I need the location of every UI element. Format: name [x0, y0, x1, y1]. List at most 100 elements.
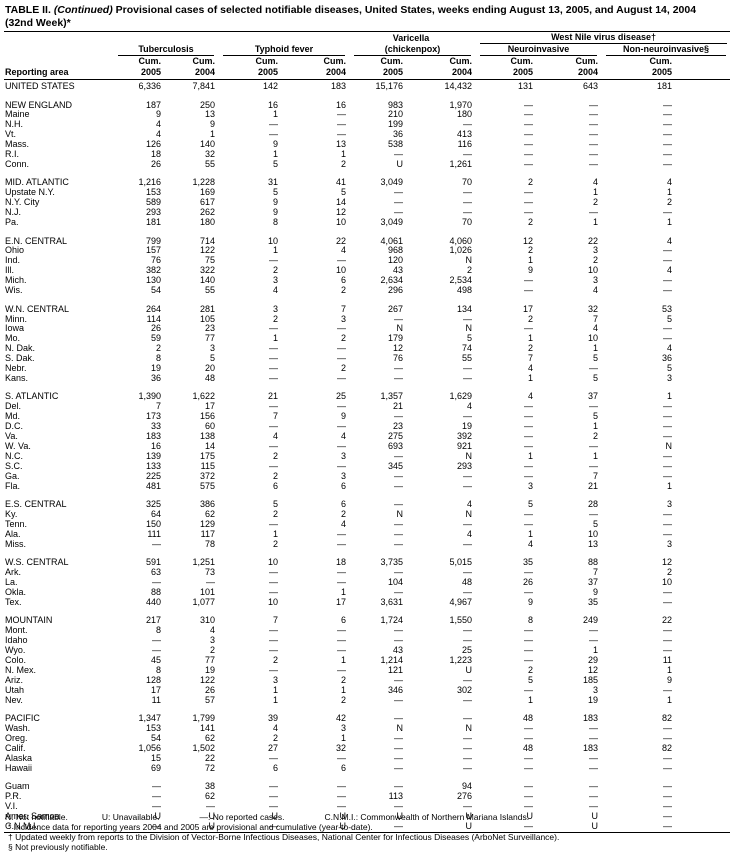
value-cell: 16: [335, 99, 346, 110]
table-row: Wash. 153 141 4 3 N N — — —: [4, 723, 730, 734]
value-cell: 3: [272, 303, 278, 314]
value-cell: 133: [145, 460, 161, 471]
value-cell: 1: [528, 528, 534, 539]
value-cell: —: [524, 509, 534, 519]
value-cell: 2: [340, 363, 346, 374]
area-cell: Pa.: [5, 217, 19, 228]
value-cell: 9: [209, 119, 215, 130]
value-cell: N: [465, 255, 473, 266]
notes: N: Not notifiable. U: Unavailable. —: No r…: [5, 812, 559, 852]
value-cell: —: [663, 158, 673, 169]
area-cell: Ark.: [5, 567, 22, 578]
value-cell: —: [589, 109, 599, 120]
value-cell: 140: [199, 139, 215, 150]
value-cell: 48: [462, 577, 473, 588]
area-cell: Tex.: [5, 596, 22, 607]
value-cell: 2: [340, 694, 346, 705]
value-cell: 2: [528, 313, 534, 324]
table-row: Nev. 11 57 1 2 — — 1 19 1: [4, 694, 730, 706]
table-row: Hawaii 69 72 6 6 — — — — —: [4, 762, 730, 774]
value-cell: —: [524, 635, 534, 646]
value-cell: 2: [667, 197, 673, 208]
value-cell: 27: [267, 742, 278, 753]
value-cell: 1: [340, 732, 346, 743]
value-cell: —: [663, 285, 673, 296]
value-cell: 799: [145, 235, 161, 246]
value-cell: —: [524, 149, 534, 160]
value-cell: —: [152, 781, 161, 792]
area-cell: Minn.: [5, 313, 28, 324]
area-cell: Nev.: [5, 694, 23, 705]
value-cell: 345: [387, 460, 403, 471]
value-cell: —: [394, 470, 403, 481]
value-cell: 74: [462, 343, 473, 354]
table-row: La. — — — — 104 48 26 37 10: [4, 577, 730, 588]
value-cell: 1,026: [449, 245, 473, 256]
value-cell: —: [463, 762, 473, 773]
value-cell: 1: [667, 694, 673, 705]
value-cell: 3: [593, 245, 599, 256]
value-cell: 11: [151, 694, 161, 705]
table-row: Okla. 88 101 — 1 — — — 9 —: [4, 587, 730, 598]
value-cell: —: [524, 470, 534, 481]
value-cell: 77: [204, 654, 215, 665]
value-cell: 2: [593, 431, 599, 442]
value-cell: 19: [150, 363, 161, 374]
value-cell: —: [663, 800, 673, 811]
value-cell: 1: [528, 372, 534, 383]
table-row: N.H. 4 9 — — 199 — — — —: [4, 119, 730, 130]
table-row: Ind. 76 75 — — 120 N 1 2 —: [4, 255, 730, 266]
area-cell: E.N. CENTRAL: [5, 235, 68, 246]
legend-item: —: No reported cases.: [199, 812, 285, 822]
area-cell: Calif.: [5, 742, 26, 753]
value-cell: —: [269, 645, 278, 656]
value-cell: —: [589, 800, 599, 811]
value-cell: 22: [662, 615, 673, 626]
value-cell: 111: [147, 528, 161, 539]
value-cell: —: [589, 129, 599, 140]
value-cell: 382: [145, 265, 161, 276]
value-cell: N: [465, 450, 473, 461]
value-cell: 1: [340, 654, 346, 665]
value-cell: 22: [204, 752, 215, 763]
table-row: Wyo. — 2 — — 43 25 — 1 —: [4, 645, 730, 656]
value-cell: —: [394, 480, 403, 491]
header-cell: 2005: [600, 67, 731, 80]
value-cell: 17: [204, 401, 215, 412]
value-cell: —: [337, 538, 346, 549]
value-cell: 169: [199, 187, 215, 198]
value-cell: 1,724: [380, 615, 403, 626]
value-cell: —: [337, 109, 346, 120]
value-cell: —: [663, 509, 673, 519]
title-rest: Provisional cases of selected notifiable…: [5, 4, 697, 29]
table-row: Upstate N.Y. 153 169 5 5 — — — 1 1: [4, 187, 730, 198]
table-row: Nebr. 19 20 — 2 — — 4 — 5: [4, 363, 730, 374]
value-cell: 42: [335, 713, 346, 724]
value-cell: U: [465, 664, 473, 675]
value-cell: 3: [593, 684, 599, 695]
value-cell: —: [463, 800, 473, 811]
header-cell: Cum.: [138, 56, 162, 66]
value-cell: 4: [528, 538, 534, 549]
value-cell: —: [463, 567, 473, 578]
value-cell: —: [663, 791, 673, 802]
value-cell: U: [339, 820, 347, 831]
value-cell: U: [465, 820, 473, 831]
header-cell: 2005: [348, 67, 405, 80]
value-cell: 2,634: [380, 275, 403, 286]
table-row: E.N. CENTRAL 799 714 10 22 4,061 4,060 12 22 4: [4, 235, 730, 247]
value-cell: —: [269, 781, 278, 792]
value-cell: 3,049: [380, 217, 403, 228]
table-row: Kans. 36 48 — — — — 1 5 3: [4, 372, 730, 384]
value-cell: —: [524, 99, 534, 110]
value-cell: 2: [272, 654, 278, 665]
value-cell: 9: [155, 109, 161, 120]
value-cell: 1: [593, 343, 599, 354]
value-cell: 2: [155, 343, 161, 354]
value-cell: —: [524, 625, 534, 636]
value-cell: 19: [462, 421, 473, 432]
value-cell: —: [394, 800, 403, 811]
legend: N: Not notifiable. U: Unavailable. —: No r…: [5, 812, 559, 822]
table-row: MID. ATLANTIC 1,216 1,228 31 41 3,049 70 2 4 4: [4, 178, 730, 188]
area-cell: MID. ATLANTIC: [5, 177, 69, 188]
